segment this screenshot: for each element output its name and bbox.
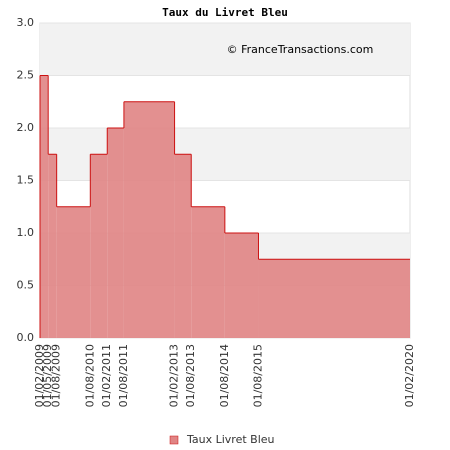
y-tick-label: 2.0 bbox=[17, 121, 35, 134]
x-tick-label: 01/08/2011 bbox=[117, 344, 130, 407]
step-area bbox=[48, 154, 57, 338]
legend-label: Taux Livret Bleu bbox=[186, 433, 275, 446]
legend-swatch bbox=[169, 435, 179, 445]
step-area bbox=[56, 206, 91, 338]
step-area bbox=[107, 128, 124, 338]
step-area bbox=[224, 233, 259, 338]
x-tick-label: 01/08/2014 bbox=[218, 344, 231, 407]
y-tick-label: 3.0 bbox=[17, 16, 35, 29]
chart-title: Taux du Livret Bleu bbox=[162, 6, 288, 19]
step-area bbox=[90, 154, 108, 338]
step-area bbox=[258, 259, 410, 338]
y-tick-label: 1.5 bbox=[17, 174, 35, 187]
y-tick-label: 2.5 bbox=[17, 69, 35, 82]
legend: Taux Livret Bleu bbox=[169, 433, 275, 446]
x-tick-label: 01/08/2013 bbox=[184, 344, 197, 407]
step-area bbox=[123, 101, 175, 338]
step-area bbox=[40, 75, 49, 338]
y-tick-label: 0.5 bbox=[17, 279, 35, 292]
x-tick-label: 01/02/2011 bbox=[100, 344, 113, 407]
x-tick-label: 01/08/2010 bbox=[83, 344, 96, 407]
step-area bbox=[174, 154, 192, 338]
x-tick-label: 01/08/2015 bbox=[251, 344, 264, 407]
x-tick-label: 01/02/2020 bbox=[403, 344, 416, 407]
x-tick-label: 01/02/2013 bbox=[168, 344, 181, 407]
grid-band bbox=[40, 23, 410, 76]
y-tick-label: 1.0 bbox=[17, 226, 35, 239]
y-tick-label: 0.0 bbox=[17, 331, 35, 344]
x-tick-label: 01/02/2009 bbox=[33, 344, 46, 407]
x-tick-label: 01/08/2009 bbox=[50, 344, 63, 407]
x-tick-label: 01/05/2009 bbox=[41, 344, 54, 407]
step-area bbox=[191, 206, 225, 338]
annotation: © FranceTransactions.com bbox=[227, 43, 374, 56]
